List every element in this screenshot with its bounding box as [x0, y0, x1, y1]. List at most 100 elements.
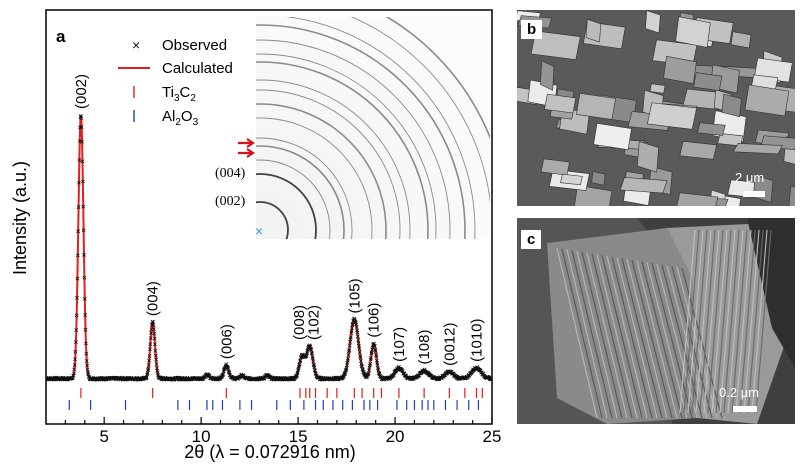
sem-flake: [544, 93, 577, 114]
observed-point: [79, 125, 84, 129]
observed-point: [312, 365, 317, 370]
sem-layer-line: [731, 229, 748, 414]
observed-point: [80, 139, 84, 144]
diffraction-ring: [256, 173, 317, 239]
sem-flake: [675, 16, 711, 48]
sem-flake: [676, 192, 719, 206]
observed-point: [77, 180, 81, 185]
sem-layer-line: [611, 256, 653, 419]
observed-point: [154, 362, 159, 366]
peak-label: (006): [218, 324, 235, 359]
sem-texture-c: [517, 218, 795, 424]
sem-layer-line: [561, 248, 603, 419]
observed-point: [84, 341, 88, 346]
diffraction-ring: [256, 201, 289, 239]
diffraction-ring: [256, 137, 353, 239]
scale-label-c: 0.2 μm: [719, 385, 760, 400]
observed-point: [369, 356, 373, 360]
x-tick-label: 5: [99, 427, 108, 446]
observed-point: [82, 252, 86, 257]
legend: × Observed Calculated Ti3C2 Al2O3: [118, 37, 233, 128]
scale-bar-c: [733, 406, 757, 412]
sem-layer-line: [687, 229, 704, 414]
observed-point: [75, 295, 79, 300]
x-tick-label: 20: [386, 427, 405, 446]
observed-point: [147, 354, 152, 359]
sem-layer-line: [747, 229, 764, 414]
sem-layer-line: [719, 229, 736, 414]
observed-point: [72, 363, 77, 367]
sem-layer-line: [571, 250, 613, 419]
observed-point: [298, 358, 303, 363]
peak-label: (102): [306, 305, 323, 340]
sem-layer-line: [695, 229, 712, 414]
reflection-ticks: [68, 388, 483, 410]
observed-point: [374, 354, 379, 359]
panel-letter-b: b: [521, 20, 543, 39]
diffraction-ring: [285, 17, 476, 239]
observed-point: [342, 372, 347, 377]
observed-point: [147, 358, 152, 363]
scale-bar-b: [743, 191, 765, 197]
observed-point: [149, 331, 153, 335]
sem-flake: [693, 72, 723, 91]
peak-labels: (002) (004) (006) (008)(102) (105)(106) (107)…: [73, 74, 486, 366]
observed-point: [76, 205, 81, 209]
sem-flake: [649, 83, 666, 94]
observed-point: [357, 346, 362, 351]
y-axis-label: Intensity (a.u.): [10, 161, 30, 275]
diffraction-ring: [256, 79, 411, 239]
diffraction-ring: [256, 61, 429, 239]
sem-flake: [560, 173, 583, 186]
observed-point: [79, 116, 84, 121]
sem-layer-line: [699, 229, 716, 414]
observed-point: [151, 323, 156, 327]
sem-layer-line: [631, 259, 673, 419]
observed-point: [85, 363, 89, 368]
sem-flake: [619, 177, 668, 194]
peak-label: (106): [366, 303, 383, 338]
observed-point: [154, 357, 159, 362]
sem-flake: [585, 18, 602, 43]
sem-flake: [637, 141, 659, 173]
sem-flake: [645, 10, 661, 34]
observed-point: [81, 228, 86, 233]
observed-point: [77, 158, 82, 162]
observed-point: [490, 376, 492, 381]
diffraction-ring: [256, 103, 387, 239]
observed-point: [151, 320, 155, 324]
sem-layer-line: [723, 229, 740, 414]
observed-point: [153, 348, 158, 353]
sem-layer-line: [656, 263, 698, 419]
arrow-icon: [238, 148, 255, 158]
sem-layer-line: [556, 247, 598, 419]
sem-flake: [540, 60, 555, 91]
observed-point: [83, 313, 88, 317]
sem-flake: [744, 84, 790, 117]
observed-point: [354, 325, 359, 329]
sem-image-c: c 0.2 μm: [517, 218, 795, 424]
observed-point: [151, 327, 156, 332]
peak-label: (0012): [441, 323, 458, 366]
sem-flake: [679, 141, 717, 160]
observed-point: [153, 353, 158, 358]
sem-layer-line: [727, 229, 744, 414]
arrow-icon: [238, 138, 255, 148]
sem-flake: [721, 93, 742, 118]
observed-point: [145, 371, 150, 375]
observed-point: [346, 353, 351, 357]
sem-flake: [591, 171, 606, 186]
observed-point: [75, 276, 80, 281]
legend-calculated-label: Calculated: [162, 60, 233, 77]
observed-point: [155, 366, 159, 370]
observed-point: [369, 350, 374, 355]
observed-point: [310, 351, 314, 356]
sem-layer-line: [703, 229, 720, 414]
observed-point: [83, 327, 88, 332]
sem-layer-line: [751, 229, 768, 414]
x-tick-label: 15: [289, 427, 308, 446]
legend-observed-marker-icon: ×: [132, 37, 140, 53]
observed-point: [375, 363, 380, 368]
peak-label: (105): [346, 278, 363, 313]
observed-point: [358, 355, 363, 360]
